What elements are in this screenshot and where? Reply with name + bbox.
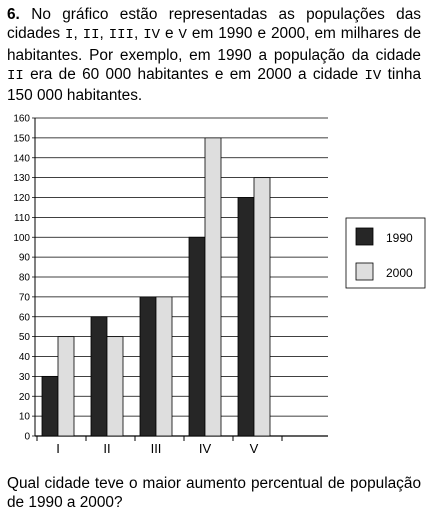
y-tick-label-30: 30: [19, 372, 31, 383]
y-tick-label-0: 0: [24, 432, 30, 443]
question-text-part-2: em 1990 e 2000, em milhares de habitante…: [7, 25, 422, 64]
y-tick-label-80: 80: [19, 273, 31, 284]
y-tick-label-60: 60: [19, 312, 31, 323]
chart-gridlines: [32, 117, 328, 437]
separator-comma: ,: [133, 25, 139, 43]
y-tick-label-130: 130: [13, 173, 30, 184]
legend-swatch-1990: [355, 227, 374, 246]
x-tick-label-iv: IV: [199, 441, 212, 456]
bar-ii-2000: [106, 336, 124, 437]
y-tick-label-100: 100: [13, 233, 30, 244]
legend-label-2000: 2000: [386, 266, 413, 280]
legend-label-1990: 1990: [386, 231, 413, 245]
x-tick-label-i: I: [56, 441, 60, 456]
separator-comma: ,: [73, 25, 78, 43]
city-label-v: V: [178, 27, 187, 44]
chart-bars: [41, 137, 271, 437]
question-text: 6. No gráfico estão representadas as pop…: [7, 5, 421, 105]
bar-v-1990: [237, 197, 255, 437]
bar-iii-1990: [139, 296, 157, 437]
y-tick-label-90: 90: [19, 253, 31, 264]
y-tick-label-150: 150: [13, 133, 30, 144]
city-label-iii: III: [108, 27, 134, 44]
x-tick-label-iii: III: [151, 441, 162, 456]
y-tick-label-50: 50: [19, 332, 31, 343]
y-tick-label-10: 10: [19, 412, 31, 423]
y-tick-label-110: 110: [14, 213, 30, 224]
city-label-i: I: [65, 27, 74, 44]
bar-iii-2000: [155, 296, 173, 437]
question-text-part-4: tinha 150 000 habitantes.: [7, 65, 421, 105]
bar-iv-1990: [188, 236, 206, 437]
question-text-part-3: era de 60 000 habitantes e em 2000 a cid…: [30, 65, 359, 83]
x-axis-tick-labels: I II III IV V: [56, 441, 258, 456]
legend-swatch-2000: [355, 262, 374, 281]
separator-comma: ,: [99, 25, 104, 43]
bar-i-1990: [41, 375, 59, 437]
question-prompt: Qual cidade teve o maior aumento percent…: [7, 475, 421, 512]
y-tick-label-40: 40: [19, 352, 31, 363]
bar-i-2000: [57, 336, 75, 437]
y-axis-tick-labels: 0 10 20 30 40 50 60 70 80 90 100 110 120 130 140 150 160: [13, 114, 30, 443]
bar-v-2000: [253, 177, 271, 437]
city-label-ii: II: [82, 27, 100, 44]
bar-ii-1990: [90, 316, 108, 437]
x-tick-label-ii: II: [103, 441, 110, 456]
city-label-iv: IV: [143, 27, 161, 44]
y-tick-label-160: 160: [13, 114, 30, 125]
city-label-ii-example: II: [7, 67, 24, 84]
question-text-part-1: No gráfico estão representadas as popula…: [7, 6, 421, 43]
y-tick-label-70: 70: [19, 292, 31, 303]
y-tick-label-20: 20: [19, 392, 31, 403]
bar-iv-2000: [204, 137, 222, 437]
population-bar-chart: 0 10 20 30 40 50 60 70 80 90 100 110 120 130 140 150 160…: [13, 114, 426, 456]
chart-legend: 1990 2000: [345, 217, 426, 289]
question-number: 6.: [7, 6, 20, 23]
chart-axes: [34, 118, 328, 441]
separator-and: e: [165, 25, 174, 43]
x-tick-label-v: V: [250, 441, 259, 456]
y-tick-label-120: 120: [13, 193, 30, 204]
city-label-iv-example: IV: [364, 67, 382, 84]
y-tick-label-140: 140: [13, 153, 30, 164]
